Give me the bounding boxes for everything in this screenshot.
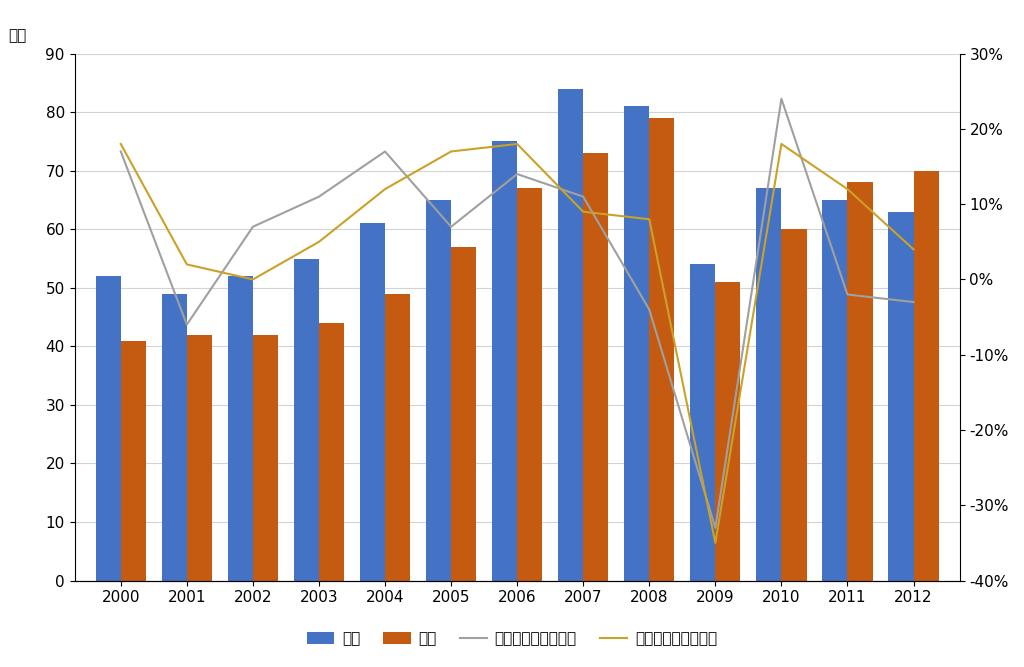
輸入（成長率，％） <box>775 140 787 148</box>
Bar <box>253 335 278 580</box>
Bar <box>162 293 186 580</box>
Bar <box>426 200 452 580</box>
輸出（成長率，％） <box>907 298 920 306</box>
輸出（成長率，％） <box>445 223 458 231</box>
輸出（成長率，％） <box>115 147 127 155</box>
輸入（成長率，％） <box>247 275 259 283</box>
輸入（成長率，％） <box>710 539 722 547</box>
Bar <box>584 153 608 580</box>
Bar <box>493 141 517 580</box>
輸出（成長率，％） <box>180 321 193 329</box>
Bar <box>625 106 649 580</box>
Text: 十億: 十億 <box>8 28 27 43</box>
Bar <box>385 293 411 580</box>
輸入（成長率，％） <box>379 185 391 193</box>
Bar <box>716 282 740 580</box>
Bar <box>359 223 385 580</box>
輸入（成長率，％） <box>511 140 523 148</box>
Bar <box>757 188 781 580</box>
Bar <box>186 335 212 580</box>
輸出（成長率，％） <box>312 193 325 201</box>
Bar <box>294 259 318 580</box>
輸入（成長率，％） <box>578 207 590 215</box>
輸入（成長率，％） <box>115 140 127 148</box>
輸出（成長率，％） <box>247 223 259 231</box>
Bar <box>822 200 848 580</box>
輸出（成長率，％） <box>578 193 590 201</box>
Bar <box>913 171 939 580</box>
輸出（成長率，％） <box>842 291 854 299</box>
Line: 輸出（成長率，％）: 輸出（成長率，％） <box>121 99 913 528</box>
Bar <box>121 341 145 580</box>
Bar <box>95 276 121 580</box>
輸入（成長率，％） <box>180 260 193 268</box>
Legend: 輸出, 輸入, 輸出（成長率，％）, 輸入（成長率，％）: 輸出, 輸入, 輸出（成長率，％）, 輸入（成長率，％） <box>301 626 723 653</box>
Line: 輸入（成長率，％）: 輸入（成長率，％） <box>121 144 913 543</box>
輸入（成長率，％） <box>842 185 854 193</box>
Bar <box>517 188 543 580</box>
Bar <box>649 118 675 580</box>
輸出（成長率，％） <box>710 524 722 532</box>
輸入（成長率，％） <box>907 245 920 253</box>
Bar <box>318 323 344 580</box>
輸入（成長率，％） <box>312 238 325 246</box>
Bar <box>781 229 807 580</box>
Bar <box>227 276 253 580</box>
Bar <box>889 211 913 580</box>
Bar <box>690 264 716 580</box>
輸出（成長率，％） <box>775 95 787 103</box>
Bar <box>452 247 476 580</box>
輸出（成長率，％） <box>511 170 523 178</box>
輸出（成長率，％） <box>643 305 655 313</box>
輸出（成長率，％） <box>379 147 391 155</box>
Bar <box>558 89 584 580</box>
輸入（成長率，％） <box>643 215 655 223</box>
Bar <box>848 183 872 580</box>
輸入（成長率，％） <box>445 147 458 155</box>
